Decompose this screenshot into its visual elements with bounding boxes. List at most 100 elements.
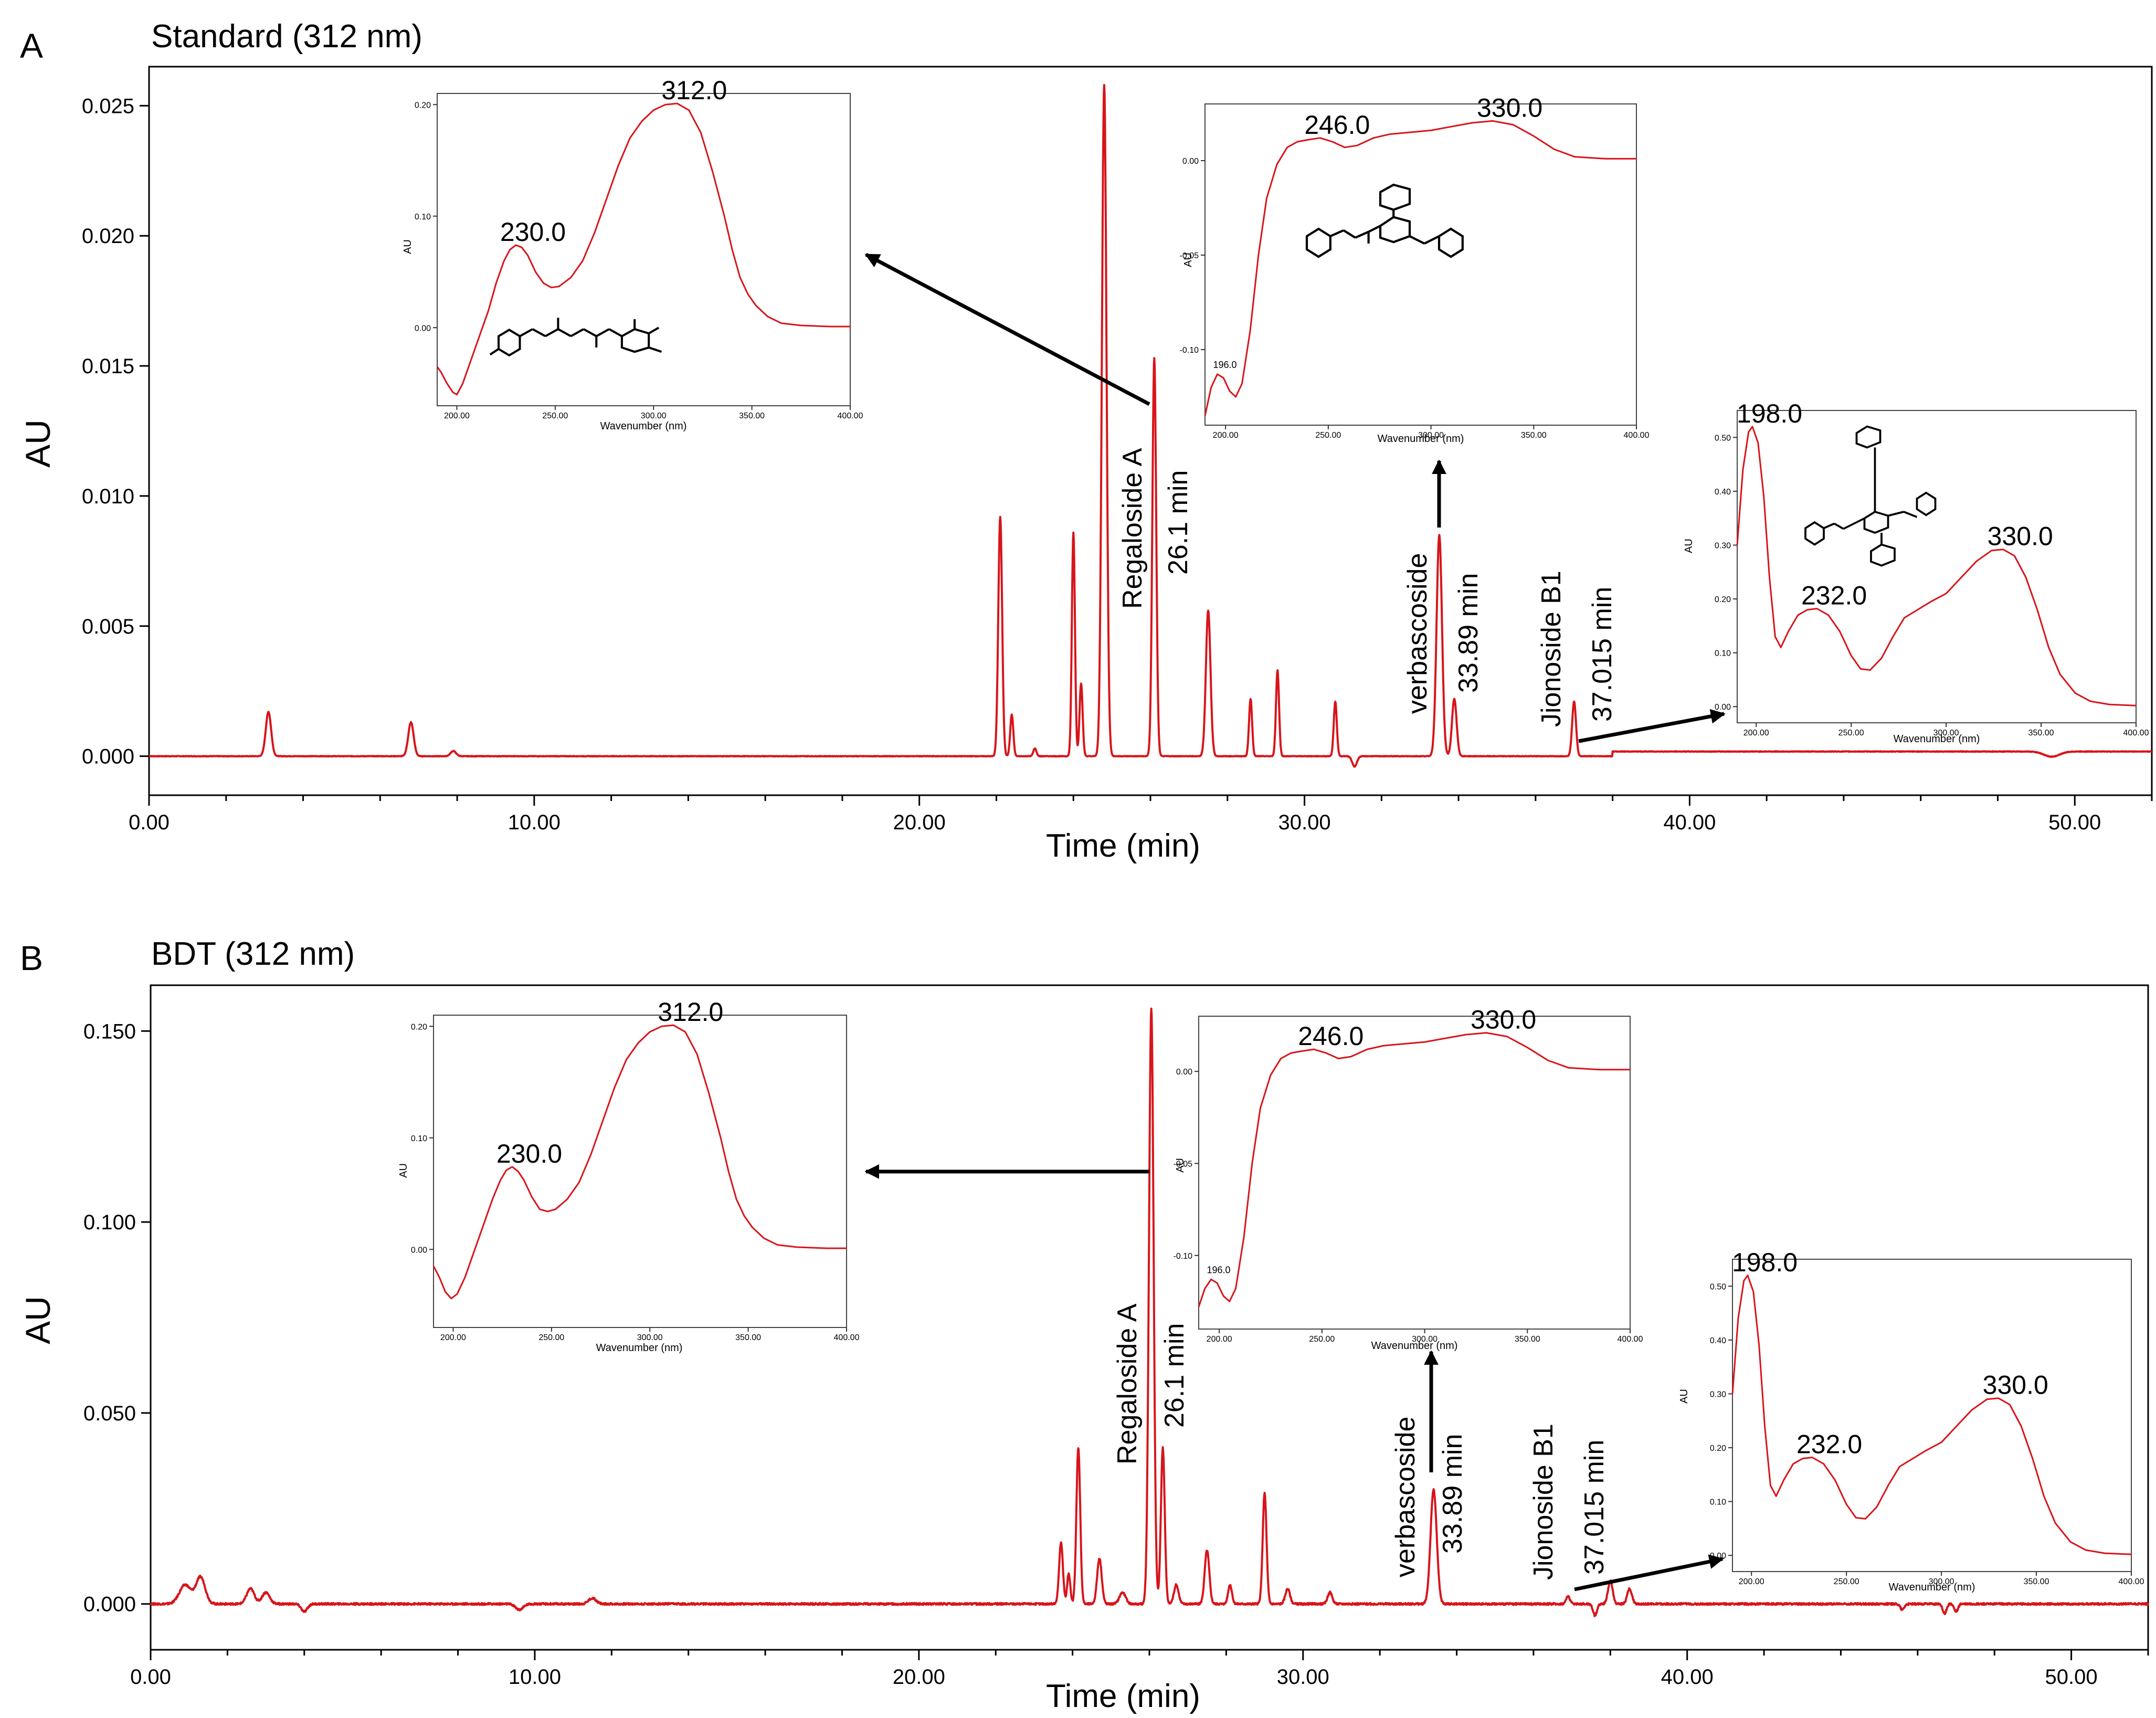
inset-y-tick-label: 0.50 (1715, 434, 1731, 442)
inset-y-tick-label: 0.00 (415, 324, 431, 333)
inset-y-tick-label: 0.10 (415, 213, 431, 222)
inset-x-tick-label: 200.00 (440, 1333, 466, 1342)
inset-peak-annotation: 246.0 (1298, 1021, 1364, 1051)
inset-x-tick-label: 250.00 (542, 412, 568, 420)
panel-a-peak-label-jionoside: Jionoside B1 (1536, 571, 1567, 727)
inset-y-tick-label: 0.20 (1715, 595, 1731, 604)
inset-x-tick-label: 400.00 (838, 412, 863, 420)
panel-a-peak-time-regaloside: 26.1 min (1163, 470, 1193, 575)
panel-a-inset-jionoside: 200.00 250.00 300.00 350.00 400.00 0.00 0.10 0.… (1683, 399, 2149, 745)
inset-x-tick-label: 250.00 (1309, 1335, 1335, 1344)
x-tick-label: 30.00 (1277, 1666, 1329, 1689)
inset-b3-y-label: AU (1678, 1389, 1690, 1404)
panel-a-peak-time-verbascoside: 33.89 min (1453, 573, 1484, 693)
inset-b2-annotations: 196.0 246.0 330.0 (1207, 1005, 1536, 1276)
panel-a-inset-verbascoside: 200.00 250.00 300.00 350.00 400.00 0.00 -0.05 -… (1180, 93, 1650, 445)
x-tick-label: 50.00 (2048, 811, 2101, 834)
inset-b2-x-label: Wavenumber (nm) (1371, 1340, 1458, 1352)
panel-b-y-axis: 0.000 0.050 0.100 0.150 (83, 1020, 151, 1616)
panel-b-peak-time-verbascoside: 33.89 min (1438, 1434, 1468, 1554)
inset-b2-ticks: 200.00 250.00 300.00 350.00 400.00 0.00 -0.05 -… (1174, 1068, 1643, 1344)
inset-y-tick-label: 0.20 (415, 101, 431, 110)
inset-x-tick-label: 400.00 (834, 1333, 860, 1342)
inset-y-tick-label: 0.40 (1715, 488, 1731, 497)
panel-b: B BDT (312 nm) 0.000 0.050 0.100 0.150 0.00… (18, 936, 2149, 1714)
inset-x-tick-label: 300.00 (641, 412, 667, 420)
inset-x-tick-label: 250.00 (538, 1333, 564, 1342)
panel-b-y-label: AU (18, 1296, 57, 1344)
inset-x-tick-label: 400.00 (1618, 1335, 1643, 1344)
inset-b1-y-label: AU (398, 1163, 409, 1178)
inset-y-tick-label: 0.40 (1710, 1336, 1726, 1345)
panel-b-arrow-jionoside (1574, 1554, 1724, 1591)
inset-x-tick-label: 200.00 (1213, 431, 1239, 440)
inset-x-tick-label: 300.00 (1933, 729, 1959, 737)
inset-x-tick-label: 350.00 (1521, 431, 1547, 440)
inset-x-tick-label: 350.00 (2028, 729, 2054, 737)
inset-b1-annotations: 230.0 312.0 (496, 997, 723, 1168)
inset-peak-annotation: 330.0 (1477, 93, 1542, 122)
inset-y-tick-label: 0.10 (1710, 1498, 1726, 1507)
panel-b-peak-time-jionoside: 37.015 min (1579, 1440, 1610, 1575)
y-tick-label: 0.020 (82, 225, 134, 248)
x-tick-label: 0.00 (130, 1666, 171, 1689)
panel-a-peak-time-jionoside: 37.015 min (1587, 587, 1618, 722)
inset-peak-annotation: 312.0 (658, 997, 723, 1027)
panel-a-arrow-regaloside (864, 252, 1150, 406)
y-tick-label: 0.150 (83, 1020, 136, 1043)
inset-b1-ticks: 200.00 250.00 300.00 350.00 400.00 0.00 0.10 0.… (411, 1023, 860, 1342)
inset-y-tick-label: 0.10 (1715, 649, 1731, 658)
inset-y-tick-label: -0.10 (1174, 1252, 1193, 1261)
inset-a1-x-label: Wavenumber (nm) (600, 420, 687, 432)
panel-a: A Standard (312 nm) 0.000 0.005 0.010 0.015… (18, 18, 2153, 864)
x-tick-label: 0.00 (129, 811, 170, 834)
inset-b2-spectrum (1198, 1032, 1630, 1308)
inset-peak-annotation: 232.0 (1796, 1430, 1862, 1459)
inset-x-tick-label: 400.00 (1624, 431, 1650, 440)
inset-y-tick-label: 0.00 (1176, 1068, 1192, 1077)
inset-peak-annotation: 198.0 (1732, 1248, 1798, 1277)
inset-b3-spectrum (1731, 1274, 2132, 1555)
inset-x-tick-label: 350.00 (2024, 1577, 2049, 1586)
inset-x-tick-label: 200.00 (1207, 1335, 1232, 1344)
inset-y-tick-label: 0.30 (1715, 541, 1731, 550)
panel-a-chromatogram (148, 84, 2153, 768)
inset-a2-y-label: AU (1182, 252, 1194, 267)
y-tick-label: 0.005 (82, 615, 134, 638)
inset-b2-y-label: AU (1175, 1158, 1186, 1173)
inset-b1-x-label: Wavenumber (nm) (596, 1342, 683, 1354)
inset-a3-annotations: 198.0 232.0 330.0 (1737, 399, 2053, 610)
x-tick-label: 40.00 (1661, 1666, 1714, 1689)
inset-peak-annotation: 246.0 (1304, 110, 1370, 140)
x-tick-label: 30.00 (1278, 811, 1330, 834)
inset-y-tick-label: -0.10 (1180, 346, 1199, 355)
inset-a3-y-label: AU (1683, 539, 1695, 553)
inset-x-tick-label: 350.00 (735, 1333, 761, 1342)
x-tick-label: 10.00 (509, 1666, 561, 1689)
x-tick-label: 20.00 (893, 811, 946, 834)
inset-y-tick-label: 0.30 (1710, 1390, 1726, 1399)
panel-a-inset-regaloside: 200.00 250.00 300.00 350.00 400.00 0.00 0.10 0.… (402, 76, 863, 432)
panel-a-title: Standard (312 nm) (151, 18, 422, 55)
inset-y-tick-label: 0.50 (1710, 1282, 1726, 1291)
inset-a2-spectrum (1204, 120, 1636, 416)
inset-b3-ticks: 200.00 250.00 300.00 350.00 400.00 0.00 0.10 0.… (1710, 1282, 2144, 1586)
inset-peak-annotation: 312.0 (661, 76, 727, 105)
inset-x-tick-label: 250.00 (1838, 729, 1864, 737)
y-tick-label: 0.010 (82, 485, 134, 508)
inset-a1-annotations: 230.0 312.0 (500, 76, 727, 247)
panel-b-inset-verbascoside: 200.00 250.00 300.00 350.00 400.00 0.00 -0.05 -… (1174, 1005, 1643, 1352)
inset-a2-ticks: 200.00 250.00 300.00 350.00 400.00 0.00 -0.05 -… (1180, 157, 1650, 440)
panel-b-chromatogram (150, 1007, 2149, 1617)
panel-b-x-axis: 0.00 10.00 20.00 30.00 40.00 50.00 (130, 1650, 2149, 1689)
inset-a3-spectrum (1736, 426, 2137, 707)
panel-a-x-label: Time (min) (1046, 828, 1200, 864)
inset-x-tick-label: 350.00 (739, 412, 765, 420)
panel-b-letter: B (20, 939, 43, 977)
inset-y-tick-label: -0.05 (1180, 251, 1199, 260)
panel-b-peak-label-regaloside: Regaloside A (1112, 1303, 1143, 1464)
inset-y-tick-label: 0.00 (1715, 703, 1731, 712)
inset-a2-x-label: Wavenumber (nm) (1378, 433, 1464, 445)
y-tick-label: 0.025 (82, 94, 134, 118)
